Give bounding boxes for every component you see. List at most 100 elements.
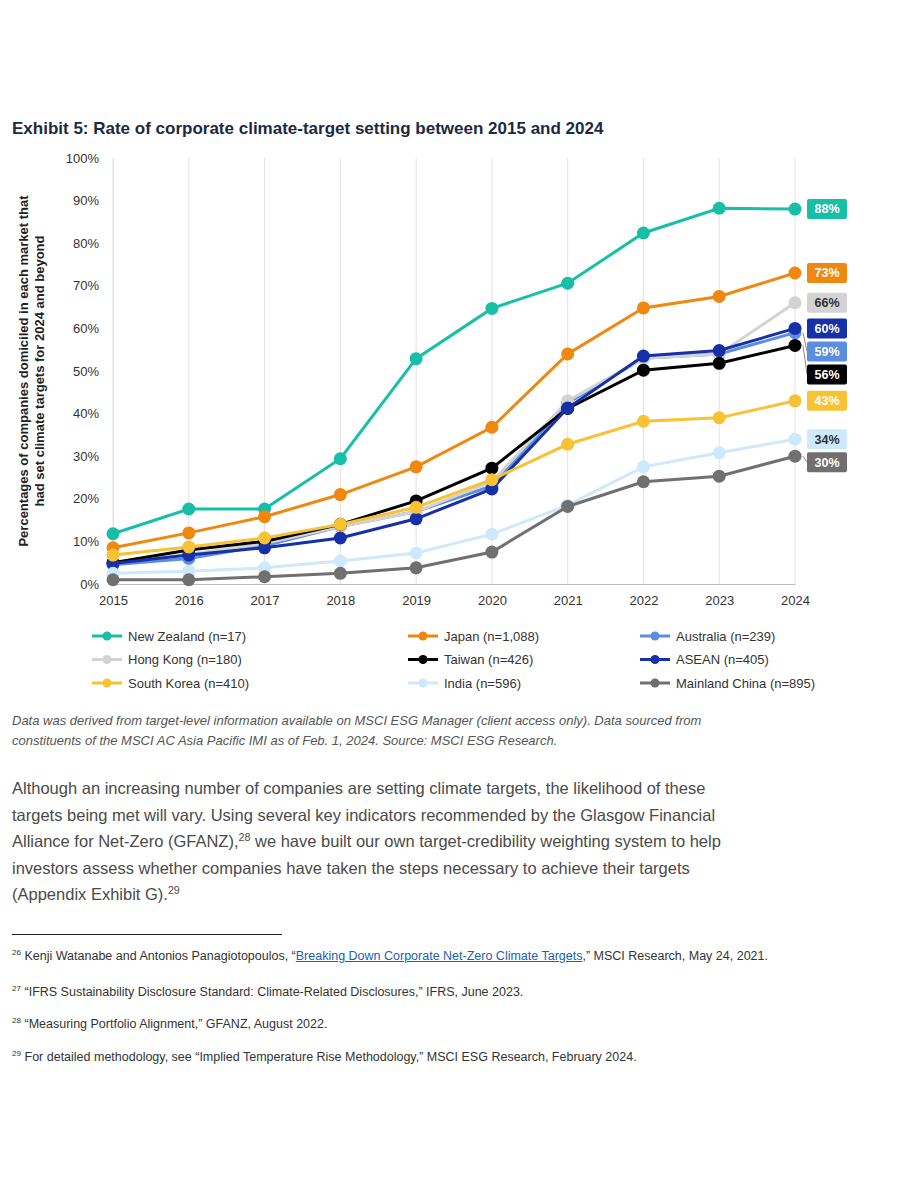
point: [334, 488, 347, 501]
point: [334, 452, 347, 465]
legend-label: Australia (n=239): [676, 629, 775, 644]
point: [107, 527, 120, 540]
point: [334, 531, 347, 544]
point: [561, 500, 574, 513]
point: [334, 518, 347, 531]
point: [637, 226, 650, 239]
legend-label: Taiwan (n=426): [444, 652, 533, 667]
y-tick: 100%: [66, 151, 113, 166]
point: [789, 203, 802, 216]
paragraph-line: Although an increasing number of compani…: [12, 779, 705, 798]
legend-item: ASEAN (n=405): [640, 652, 769, 667]
footnote-ref: 28: [238, 831, 250, 843]
text: ,” MSCI Research, May 24, 2021.: [582, 949, 768, 963]
label-box: [807, 263, 847, 283]
point: [485, 528, 498, 541]
x-tick: 2022: [629, 584, 658, 608]
point: [637, 415, 650, 428]
legend-label: Japan (n=1,088): [444, 629, 539, 644]
data-label: 56%: [814, 368, 839, 382]
legend-marker: [103, 632, 112, 641]
legend-item: Australia (n=239): [640, 629, 775, 644]
series-line: [113, 273, 795, 548]
y-tick: 70%: [73, 278, 113, 293]
point: [182, 540, 195, 553]
x-tick-label: 2016: [175, 593, 204, 608]
legend-marker: [419, 632, 428, 641]
x-tick-label: 2015: [99, 593, 128, 608]
x-tick-label: 2019: [402, 593, 431, 608]
point: [713, 357, 726, 370]
label-box: [807, 318, 847, 338]
x-tick: 2021: [554, 584, 583, 608]
x-tick: 2020: [478, 584, 507, 608]
point: [410, 512, 423, 525]
y-tick-label: 60%: [73, 321, 99, 336]
point: [485, 421, 498, 434]
y-axis: 0%10%20%30%40%50%60%70%80%90%100%: [66, 151, 114, 592]
point: [637, 475, 650, 488]
legend-marker: [103, 679, 112, 688]
x-axis: 2015201620172018201920202021202220232024: [99, 584, 810, 608]
y-tick-label: 80%: [73, 236, 99, 251]
text: Kenji Watanabe and Antonios Panagiotopou…: [25, 949, 296, 963]
data-label: 30%: [814, 456, 839, 470]
point: [182, 503, 195, 516]
y-tick: 30%: [73, 449, 113, 464]
series-line: [113, 328, 795, 563]
grid-line: [113, 158, 114, 584]
y-tick: 40%: [73, 406, 113, 421]
grid-line: [719, 158, 720, 584]
footnote-rule: [12, 934, 282, 935]
paragraph-line: (Appendix Exhibit G).29: [12, 885, 180, 904]
legend-label: New Zealand (n=17): [128, 629, 246, 644]
link[interactable]: Breaking Down Corporate Net-Zero Climate…: [296, 949, 583, 963]
point: [713, 202, 726, 215]
point: [107, 549, 120, 562]
legend-item: New Zealand (n=17): [92, 629, 246, 644]
y-tick-label: 90%: [73, 193, 99, 208]
y-tick-label: 100%: [66, 151, 100, 166]
grid: [113, 158, 795, 584]
data-label: 66%: [814, 296, 839, 310]
x-tick: 2019: [402, 584, 431, 608]
point: [258, 510, 271, 523]
y-tick-label: 30%: [73, 449, 99, 464]
label-box: [807, 293, 847, 313]
y-tick-label: 70%: [73, 278, 99, 293]
text: Although an increasing number of compani…: [12, 779, 705, 797]
label-box: [807, 341, 847, 361]
plot-marks: [107, 202, 802, 586]
legend-marker: [419, 679, 428, 688]
text: targets being met will vary. Using sever…: [12, 806, 715, 824]
caption: constituents of the MSCI AC Asia Pacific…: [12, 733, 557, 748]
label-box: [807, 429, 847, 449]
text: (Appendix Exhibit G).: [12, 885, 168, 903]
series: [107, 433, 802, 580]
point: [713, 470, 726, 483]
paragraph-line: investors assess whether companies have …: [12, 859, 690, 878]
end-labels: 88%73%66%60%59%56%43%34%30%: [803, 199, 847, 472]
footnote-number: 29: [12, 1049, 21, 1058]
point: [789, 394, 802, 407]
series: [107, 326, 802, 571]
point: [789, 339, 802, 352]
point: [637, 460, 650, 473]
point: [789, 433, 802, 446]
y-tick-label: 0%: [80, 577, 99, 592]
spacer: [21, 1050, 24, 1064]
legend-item: Mainland China (n=895): [640, 676, 815, 691]
series-line: [113, 333, 795, 565]
label-box: [807, 199, 847, 219]
leader-line: [803, 345, 807, 374]
point: [713, 344, 726, 357]
point: [561, 402, 574, 415]
footnote-number: 28: [12, 1016, 21, 1025]
x-tick-label: 2023: [705, 593, 734, 608]
grid-line: [795, 158, 796, 584]
legend-marker: [651, 632, 660, 641]
series-line: [113, 439, 795, 573]
point: [485, 462, 498, 475]
point: [713, 446, 726, 459]
point: [182, 526, 195, 539]
